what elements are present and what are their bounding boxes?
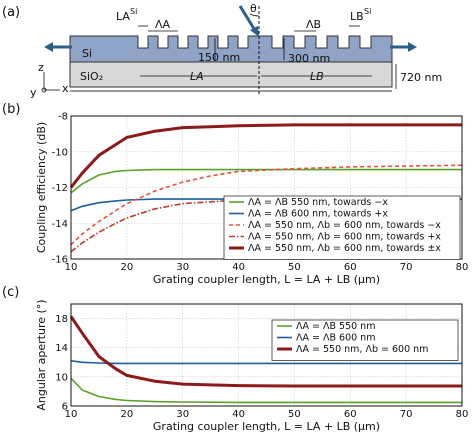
output-arrow-right <box>390 42 417 52</box>
x-tick-label: 10 <box>65 262 78 273</box>
y-axis-label: Angular aperture (°) <box>35 299 48 410</box>
y-tick-label: -10 <box>52 147 68 158</box>
len-b-label: LB <box>310 70 324 83</box>
lambda-b-label: ΛB <box>306 18 321 31</box>
series-line-3 <box>69 315 462 388</box>
legend-entry: ΛA = 550 nm, Λb = 600 nm, towards +x <box>248 232 441 243</box>
axis-x-label: x <box>62 82 69 95</box>
len-a-label: LA <box>190 70 204 83</box>
panel-label-b: (b) <box>2 102 20 117</box>
y-tick-label: -14 <box>52 219 68 230</box>
si-label: Si <box>82 47 92 60</box>
x-tick-label: 50 <box>288 262 301 273</box>
axis-y-label: y <box>30 86 37 99</box>
axis-z-label: z <box>38 61 44 74</box>
si-thickness-label: 300 nm <box>288 52 330 65</box>
lambda-a-label: ΛA <box>155 18 171 31</box>
legend-entry: ΛA = 550 nm, Λb = 600 nm, towards −x <box>248 220 441 231</box>
x-tick-label: 70 <box>400 262 413 273</box>
legend-entry: ΛA = ΛB 550 nm <box>296 321 375 332</box>
legend-entry: ΛA = 550 nm, Λb = 600 nm, towards ±x <box>248 243 441 254</box>
x-tick-label: 20 <box>120 262 133 273</box>
silicon-layer <box>69 35 393 63</box>
x-tick-label: 80 <box>456 262 469 273</box>
x-axis-label: Grating coupler length, L = LA + LB (μm) <box>153 273 380 286</box>
legend-box <box>271 319 459 361</box>
sio2-label: SiO₂ <box>80 70 103 83</box>
series-line-2 <box>70 360 462 365</box>
series-group <box>69 315 462 404</box>
x-axis-label: Grating coupler length, L = LA + LB (μm) <box>153 420 380 433</box>
y-tick-label: -16 <box>52 255 68 266</box>
coordinate-axes: z y x <box>30 61 69 99</box>
x-tick-label: 70 <box>400 409 413 420</box>
x-tick-label: 60 <box>344 262 357 273</box>
lb-si-superscript: Si <box>364 7 371 16</box>
coupling-efficiency-chart: (b) 10 20 30 40 50 60 70 80 -16 -14 -12 -10 -8 Coupl… <box>2 102 468 286</box>
x-tick-label: 10 <box>65 409 78 420</box>
tick-labels: 10 20 30 40 50 60 70 80 -16 -14 -12 -10 -8 <box>52 112 469 274</box>
y-tick-label: 10 <box>55 372 68 383</box>
device-schematic: (a) Si SiO₂ θ ΛA ΛB LA S <box>2 2 442 99</box>
la-si-superscript: Si <box>130 7 137 16</box>
series-line-5 <box>69 123 462 189</box>
box-thickness-label: 720 nm <box>400 71 442 84</box>
legend-entry: ΛA = ΛB 600 nm <box>296 333 375 344</box>
series-line-3 <box>70 164 463 246</box>
output-arrow-left <box>44 42 72 52</box>
x-tick-label: 60 <box>344 409 357 420</box>
x-tick-label: 30 <box>176 262 189 273</box>
legend-entry: ΛA = ΛB 550 nm, towards −x <box>248 197 388 208</box>
y-tick-label: 18 <box>55 314 68 325</box>
series-line-1 <box>70 377 462 404</box>
etch-depth-label: 150 nm <box>198 51 240 64</box>
theta-label: θ <box>250 2 257 15</box>
legend-box <box>223 195 461 260</box>
x-tick-label: 20 <box>120 409 133 420</box>
incident-beam <box>238 5 259 37</box>
x-tick-label: 30 <box>176 409 189 420</box>
y-axis-label: Coupling efficiency (dB) <box>35 122 48 253</box>
panel-label-c: (c) <box>2 285 19 300</box>
x-tick-label: 40 <box>232 409 245 420</box>
legend: ΛA = ΛB 550 nm, towards −xΛA = ΛB 600 nm… <box>223 195 461 260</box>
series-line-1 <box>70 168 462 194</box>
plot-frame <box>70 303 463 407</box>
lb-si-label: LB <box>350 10 364 23</box>
la-si-label: LA <box>116 10 130 23</box>
y-tick-label: -8 <box>58 112 68 123</box>
theta-arc <box>249 13 260 17</box>
y-tick-label: -12 <box>52 183 68 194</box>
x-tick-label: 80 <box>456 409 469 420</box>
y-tick-label: 6 <box>62 402 68 413</box>
x-tick-label: 50 <box>288 409 301 420</box>
y-tick-label: 14 <box>55 343 68 354</box>
legend-entry: ΛA = ΛB 600 nm, towards +x <box>248 209 388 220</box>
legend-entry: ΛA = 550 nm, Λb = 600 nm <box>296 344 428 355</box>
sio2-layer <box>69 61 393 88</box>
x-tick-label: 40 <box>232 262 245 273</box>
panel-label-a: (a) <box>2 5 20 20</box>
